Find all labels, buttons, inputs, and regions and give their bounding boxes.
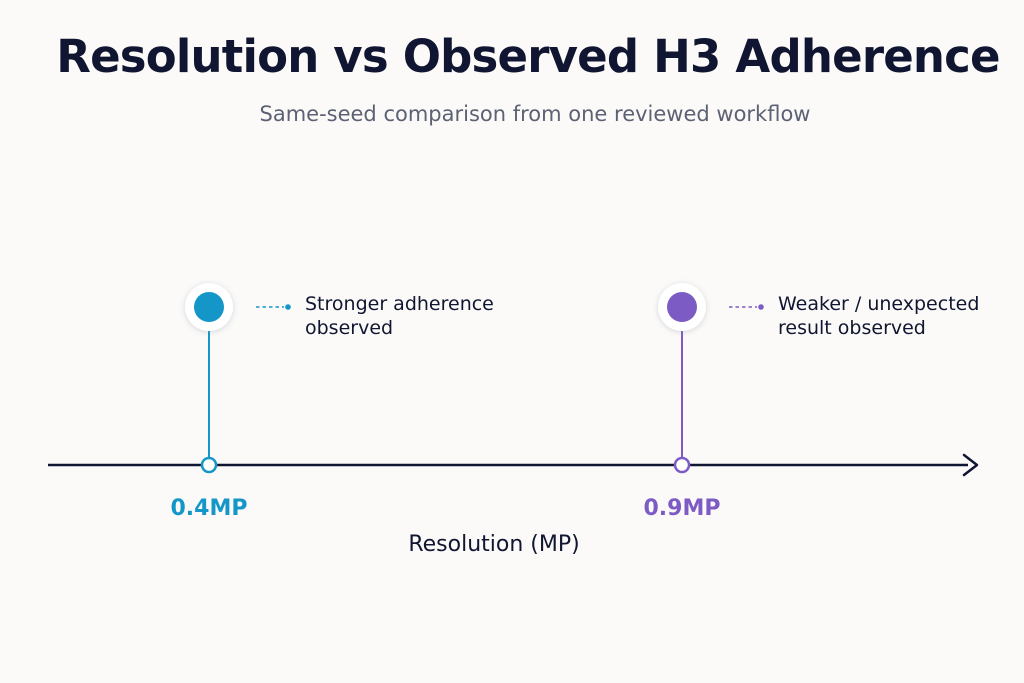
x-tick-label: 0.4MP (170, 496, 248, 521)
axis-tick-marker (673, 456, 691, 474)
annotation-leader-dot (285, 304, 291, 310)
x-tick-label: 0.9MP (643, 496, 721, 521)
annotation-line: observed (305, 317, 394, 339)
point-marker (194, 292, 224, 322)
data-point-0 (185, 283, 291, 474)
annotation-line: result observed (778, 317, 926, 339)
point-annotation: Stronger adherence observed (305, 292, 494, 340)
x-axis-label: Resolution (MP) (408, 532, 580, 557)
data-point-1 (658, 283, 764, 474)
point-marker (667, 292, 697, 322)
axis-tick-marker (200, 456, 218, 474)
marks-layer (185, 283, 764, 474)
annotation-line: Stronger adherence (305, 293, 494, 315)
annotation-leader-dot (758, 304, 764, 310)
chart-subtitle: Same-seed comparison from one reviewed w… (259, 102, 811, 126)
x-axis-arrow (962, 453, 979, 477)
point-annotation: Weaker / unexpected result observed (778, 292, 979, 340)
chart-title: Resolution vs Observed H3 Adherence (56, 30, 1000, 83)
annotation-line: Weaker / unexpected (778, 293, 980, 315)
